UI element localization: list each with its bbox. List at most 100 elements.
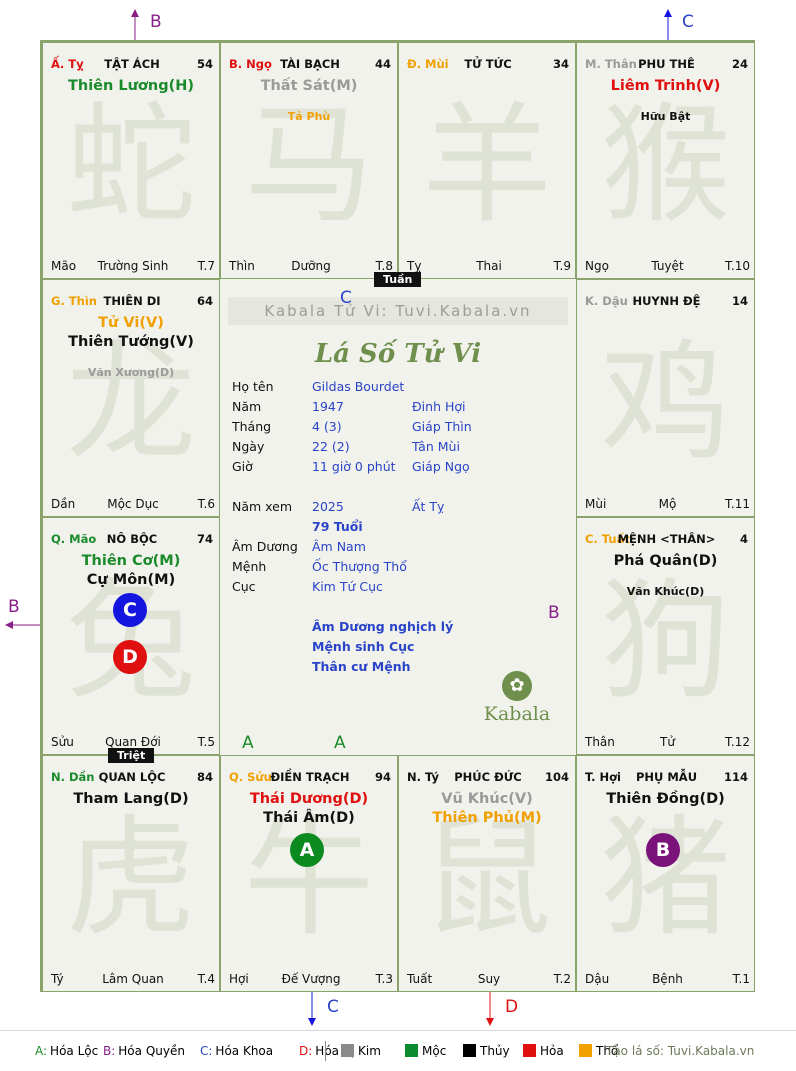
palace-stem-branch: Q. Mão [51, 532, 97, 546]
center-watermark: Kabala Tử Vi: Tuvi.Kabala.vn [228, 297, 568, 325]
footer-branch: Dậu [585, 972, 610, 986]
palace-name: TẬT ÁCH [104, 57, 160, 71]
palace-than: 猴 M. Thân PHU THÊ 24 Liêm Trinh(V) Hữu Bật Ngọ… [576, 42, 755, 279]
hoa-badge-a: A [290, 833, 324, 867]
palace-age-number: 4 [739, 532, 748, 546]
arrow-label: B [8, 597, 20, 617]
palace-stars: Thái Dương(D) Thái Âm(D) [221, 790, 397, 828]
arrow-label: C [340, 288, 352, 308]
footer-stage: Lâm Quan [102, 972, 164, 986]
palace-header: K. Dậu HUYNH ĐỆ 14 [585, 294, 748, 310]
palace-stem-branch: B. Ngọ [229, 57, 272, 71]
palace-footer: Tỵ Thai T.9 [407, 259, 571, 273]
palace-ngo: 马 B. Ngọ TÀI BẠCH 44 Thất Sát(M) Tả Phù Thìn Dư… [220, 42, 398, 279]
palace-footer: Dậu Bệnh T.1 [585, 972, 750, 986]
palace-header: Q. Mão NÔ BỘC 74 [51, 532, 213, 548]
palace-name: THIÊN DI [103, 294, 161, 308]
palace-footer: Sửu Quan Đới T.5 [51, 735, 215, 749]
palace-age-number: 14 [731, 294, 748, 308]
chart-title: Lá Số Tử Vi [314, 339, 482, 369]
palace-header: C. Tuất MỆNH <THÂN> 4 [585, 532, 748, 548]
legend-element: Mộc [405, 1044, 446, 1058]
info-value-can-chi: Đinh Hợi [412, 399, 466, 414]
palace-name: TỬ TỨC [464, 57, 512, 71]
palace-age-number: 54 [196, 57, 213, 71]
info-label: Họ tên [232, 379, 274, 394]
legend-divider [325, 1041, 326, 1061]
info-row: Mệnh Ốc Thượng Thổ [232, 559, 562, 575]
footer-branch: Mão [51, 259, 77, 273]
major-star: Liêm Trinh(V) [610, 78, 721, 94]
kabala-logo-text: Kabala [483, 703, 551, 725]
palace-header: Đ. Mùi TỬ TỨC 34 [407, 57, 569, 73]
palace-stem-branch: K. Dậu [585, 294, 628, 308]
minor-star: Tả Phù [287, 110, 331, 123]
footer-term: T.12 [725, 735, 750, 749]
palace-stem-branch: Đ. Mùi [407, 57, 449, 71]
info-row: Ngày 22 (2) Tân Mùi [232, 439, 562, 455]
legend-credit: Tạo lá số: Tuvi.Kabala.vn [606, 1044, 755, 1058]
footer-stage: Thai [476, 259, 502, 273]
palace-stars: Tham Lang(D) [43, 790, 219, 809]
major-star: Vũ Khúc(V) [441, 791, 533, 807]
info-value-can-chi: Giáp Ngọ [412, 459, 470, 474]
palace-header: Ấ. Tỵ TẬT ÁCH 54 [51, 57, 213, 73]
arrow-label: A [334, 733, 346, 753]
palace-stem-branch: Q. Sửu [229, 770, 272, 784]
palace-header: T. Hợi PHỤ MẪU 114 [585, 770, 748, 786]
footer-term: T.6 [197, 497, 215, 511]
palace-stem-branch: N. Tý [407, 770, 439, 784]
info-value: Kim Tứ Cục [312, 579, 383, 594]
footer-stage: Tuyệt [651, 259, 684, 273]
info-row: Tháng 4 (3) Giáp Thìn [232, 419, 562, 435]
footer-stage: Bệnh [652, 972, 683, 986]
footer-term: T.11 [725, 497, 750, 511]
info-value-can-chi: Tân Mùi [412, 439, 460, 454]
palace-suu: 牛 Q. Sửu ĐIỀN TRẠCH 94 Thái Dương(D) Thái Âm(… [220, 755, 398, 992]
minor-star: Văn Khúc(D) [626, 585, 705, 598]
palace-stars: Vũ Khúc(V) Thiên Phủ(M) [399, 790, 575, 828]
footer-branch: Ngọ [585, 259, 609, 273]
info-note: Âm Dương nghịch lý [312, 619, 454, 634]
element-name: Thổ [596, 1044, 619, 1058]
info-note: Thân cư Mệnh [312, 659, 411, 674]
legend-element: Hỏa [523, 1044, 564, 1058]
palace-header: B. Ngọ TÀI BẠCH 44 [229, 57, 391, 73]
element-name: Mộc [422, 1044, 447, 1058]
arrow-label: B [548, 603, 560, 623]
palace-age-number: 84 [196, 770, 213, 784]
footer-branch: Hợi [229, 972, 249, 986]
major-star: Thái Âm(D) [263, 810, 355, 826]
info-row: Âm Dương Âm Nam [232, 539, 562, 555]
legend-key: B: [103, 1044, 116, 1058]
info-label: Năm [232, 399, 262, 414]
legend-element: Kim [341, 1044, 381, 1058]
palace-ty2: 鼠 N. Tý PHÚC ĐỨC 104 Vũ Khúc(V) Thiên Phủ(M) T… [398, 755, 576, 992]
palace-footer: Tý Lâm Quan T.4 [51, 972, 215, 986]
palace-footer: Hợi Đế Vượng T.3 [229, 972, 393, 986]
info-label: Giờ [232, 459, 253, 474]
info-value: 11 giờ 0 phút [312, 459, 396, 474]
palace-name: PHU THÊ [638, 57, 695, 71]
triet-tag: Triệt [108, 748, 155, 763]
palace-dan: 虎 N. Dần QUAN LỘC 84 Tham Lang(D) Tý Lâm Quan T… [42, 755, 220, 992]
info-row: Năm xem 2025 Ất Tỵ [232, 499, 562, 515]
palace-age-number: 94 [374, 770, 391, 784]
legend-key: A: [35, 1044, 48, 1058]
palace-age-number: 74 [196, 532, 213, 546]
palace-mui: 羊 Đ. Mùi TỬ TỨC 34 Tỵ Thai T.9 [398, 42, 576, 279]
zodiac-animal-icon: 蛇 [65, 89, 197, 242]
palace-age-number: 34 [552, 57, 569, 71]
major-star: Thiên Đồng(D) [606, 791, 725, 807]
info-value: Gildas Bourdet [312, 379, 405, 394]
minor-star: Hữu Bật [640, 110, 691, 123]
minor-star [221, 96, 397, 110]
info-row: Năm 1947 Đinh Hợi [232, 399, 562, 415]
legend-element: Thổ [579, 1044, 618, 1058]
kabala-tree-icon: ✿ [502, 671, 532, 701]
element-swatch [405, 1044, 418, 1057]
footer-stage: Suy [477, 972, 501, 986]
arrow-label: B [150, 12, 162, 32]
palace-stem-branch: C. Tuất [585, 532, 630, 546]
footer-stage: Dưỡng [291, 259, 331, 273]
